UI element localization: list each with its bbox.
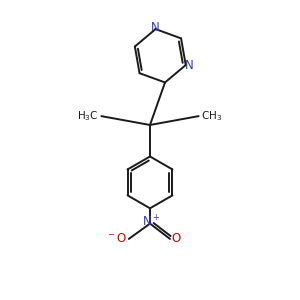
Text: $^-$O: $^-$O [106, 232, 127, 245]
Text: H$_3$C: H$_3$C [77, 109, 99, 123]
Text: N$^+$: N$^+$ [142, 214, 160, 229]
Text: N: N [185, 58, 194, 71]
Text: N: N [151, 21, 160, 34]
Text: O: O [172, 232, 181, 245]
Text: CH$_3$: CH$_3$ [201, 109, 222, 123]
